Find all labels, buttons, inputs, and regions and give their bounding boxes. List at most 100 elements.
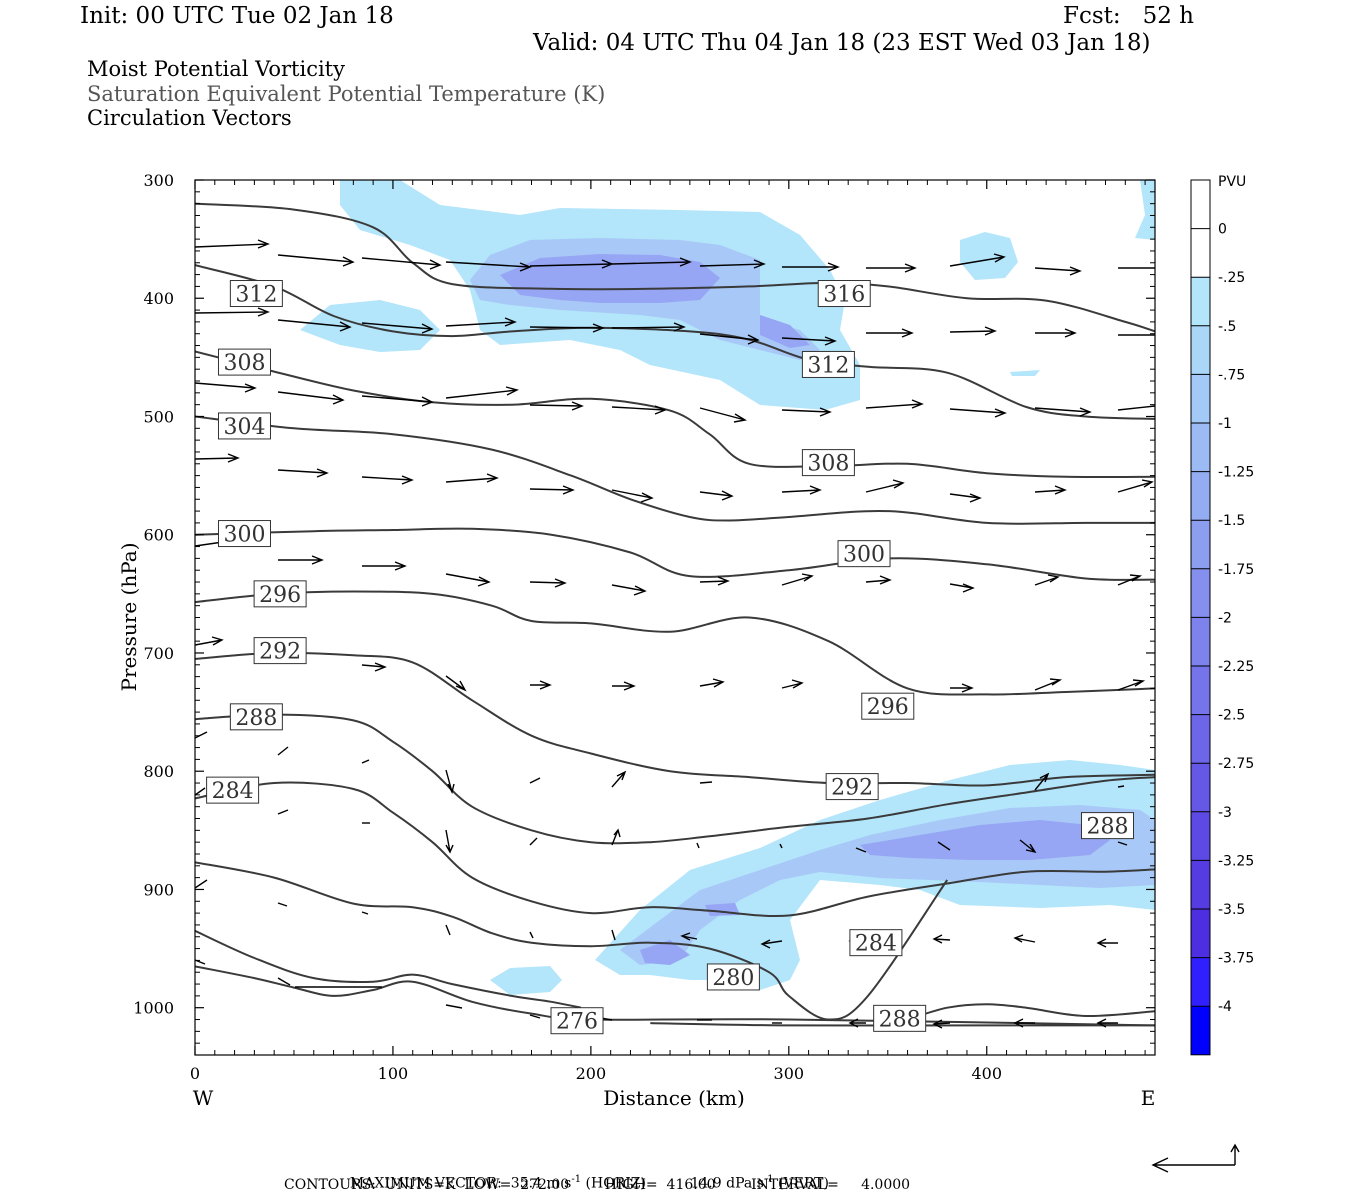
vert-exponent: -1 <box>763 1174 774 1185</box>
contour-label-1: 316 <box>817 280 871 308</box>
colorbar-label: -4 <box>1218 999 1232 1015</box>
contour-label-text: 276 <box>556 1010 598 1035</box>
contour-label-text: 308 <box>223 351 265 376</box>
max-vector-vert: 14.9 dPa s <box>690 1175 764 1192</box>
colorbar-swatch <box>1191 325 1210 375</box>
colorbar-swatch <box>1191 860 1210 909</box>
contour-284-8 <box>195 781 1155 917</box>
contour-316-0 <box>195 202 1155 333</box>
y-tick-label: 400 <box>143 289 174 308</box>
x-end-label-east: E <box>1141 1086 1156 1110</box>
colorbar-label: -3 <box>1218 805 1232 821</box>
reference-vector-icon <box>1151 1143 1240 1173</box>
contour-label-15: 284 <box>849 929 903 957</box>
minor-ticks <box>195 180 1155 1056</box>
colorbar-swatch <box>1191 1006 1210 1055</box>
theta-e-contours <box>195 202 1155 1027</box>
major-ticks <box>194 179 1155 1055</box>
colorbar-title: PVU <box>1218 174 1246 190</box>
contour-label-0: 312 <box>229 280 283 308</box>
colorbar-label: -.5 <box>1218 319 1236 335</box>
field-title-pv: Moist Potential Vorticity <box>87 57 345 81</box>
y-axis-title: Pressure (hPa) <box>117 543 141 692</box>
contour-label-13: 284 <box>206 776 260 804</box>
contour-296-5 <box>195 590 1155 696</box>
contour-label-text: 284 <box>855 932 897 957</box>
max-vector-label: MAXIMUM VECTOR: <box>349 1175 502 1192</box>
colorbar-label: 0 <box>1218 222 1227 238</box>
contour-label-text: 288 <box>1086 815 1128 840</box>
contour-292-6 <box>195 651 1155 787</box>
colorbar-swatch <box>1191 180 1210 229</box>
contour-label-10: 296 <box>861 692 915 720</box>
colorbar-swatch <box>1191 957 1210 1007</box>
contour-label-text: 300 <box>223 523 265 548</box>
colorbar-swatch <box>1191 617 1210 666</box>
contour-label-text: 288 <box>235 706 277 731</box>
y-tick-label: 1000 <box>133 999 174 1018</box>
x-end-label-west: W <box>193 1086 214 1110</box>
colorbar-swatch <box>1191 471 1210 521</box>
colorbar-label: -2 <box>1218 610 1232 626</box>
contour-300-4 <box>195 527 1155 581</box>
contour-label-text: 280 <box>712 966 754 991</box>
colorbar-label: -1.75 <box>1218 562 1254 578</box>
y-tick-label: 800 <box>143 762 174 781</box>
contour-276-10 <box>195 929 582 1009</box>
contour-label-text: 312 <box>807 353 849 378</box>
y-tick-label: 300 <box>143 171 174 190</box>
colorbar-label: -2.25 <box>1218 659 1254 675</box>
colorbar-label: -2.75 <box>1218 756 1254 772</box>
contour-label-12: 292 <box>825 773 879 801</box>
contour-label-18: 288 <box>873 1004 927 1032</box>
vert-unit: (VERT) <box>778 1175 829 1192</box>
y-tick-label: 500 <box>143 407 174 426</box>
x-tick-label: 0 <box>190 1064 200 1083</box>
max-vector-horiz: 35.4 m s <box>510 1175 572 1192</box>
colorbar-swatch <box>1191 909 1210 958</box>
contour-272-11 <box>195 965 1155 1027</box>
contour-label-8: 296 <box>253 580 307 608</box>
contour-label-16: 280 <box>706 963 760 991</box>
x-tick-label: 200 <box>576 1064 607 1083</box>
colorbar-label: -1 <box>1218 416 1232 432</box>
x-tick-label: 400 <box>971 1064 1002 1083</box>
y-tick-label: 900 <box>143 880 174 899</box>
colorbar-label: -3.25 <box>1218 853 1254 869</box>
contour-label-text: 312 <box>235 283 277 308</box>
contour-label-text: 304 <box>223 415 265 440</box>
contour-label-text: 296 <box>259 583 301 608</box>
contour-label-text: 316 <box>823 283 865 308</box>
y-tick-label: 700 <box>143 644 174 663</box>
x-tick-label: 300 <box>774 1064 805 1083</box>
contour-308-2 <box>195 350 1155 479</box>
colorbar-swatch <box>1191 568 1210 618</box>
contour-label-text: 296 <box>867 695 909 720</box>
contour-label-text: 292 <box>831 776 873 801</box>
contour-304-3 <box>195 415 1155 525</box>
contour-label-text: 292 <box>259 640 301 665</box>
valid-time: Valid: 04 UTC Thu 04 Jan 18 (23 EST Wed … <box>533 30 1151 56</box>
contour-label-6: 300 <box>217 520 271 548</box>
colorbar-swatch <box>1191 423 1210 472</box>
colorbar-label: -.25 <box>1218 270 1245 286</box>
contour-label-3: 312 <box>801 350 855 378</box>
colorbar-swatch <box>1191 666 1210 715</box>
colorbar-label: -1.5 <box>1218 513 1245 529</box>
colorbar-label: -1.25 <box>1218 465 1254 481</box>
y-tick-label: 600 <box>143 526 174 545</box>
contour-label-text: 300 <box>843 543 885 568</box>
contour-label-5: 308 <box>801 449 855 477</box>
colorbar-swatch <box>1191 714 1210 764</box>
contour-288-12 <box>907 1003 1155 1021</box>
colorbar-label: -3.75 <box>1218 951 1254 967</box>
tick-labels: 300 400 500 600 700 800 900 1000 0 100 200 300 400 <box>133 171 1002 1083</box>
colorbar-swatch <box>1191 277 1210 326</box>
max-vector-line: MAXIMUM VECTOR: 35.4 m s-1 (HORIZ) 14.9 … <box>341 1158 829 1192</box>
x-axis-title: Distance (km) <box>603 1086 745 1110</box>
contour-label-text: 284 <box>212 779 254 804</box>
horiz-exponent: -1 <box>571 1174 582 1185</box>
horiz-unit: (HORIZ) <box>585 1175 646 1192</box>
contour-label-text: 288 <box>879 1007 921 1032</box>
